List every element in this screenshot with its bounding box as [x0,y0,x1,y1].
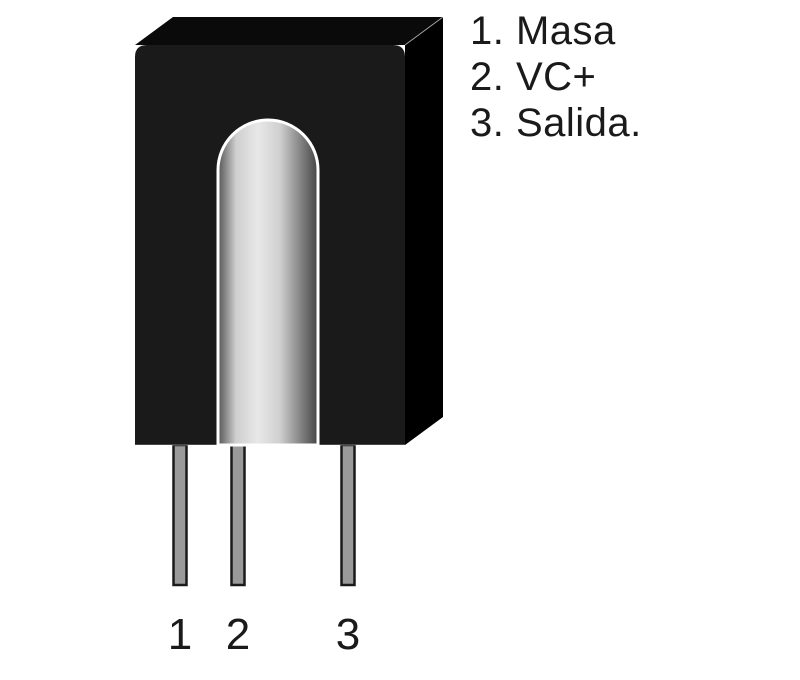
pin-2 [232,445,245,585]
pin-legend: 1. Masa 2. VC+ 3. Salida. [470,8,642,146]
pin-label-1: 1 [168,610,192,660]
pin-3 [342,445,355,585]
legend-num-3: 3. [470,101,504,145]
legend-label-2: VC+ [516,55,596,99]
legend-row-2: 2. VC+ [470,54,642,100]
pin-label-3: 3 [336,610,360,660]
legend-label-1: Masa [516,9,616,53]
legend-num-1: 1. [470,9,504,53]
legend-row-3: 3. Salida. [470,100,642,146]
pin-label-2: 2 [226,610,250,660]
component-drawing [0,0,800,680]
legend-num-2: 2. [470,55,504,99]
legend-label-3: Salida. [516,101,642,145]
pin-1 [174,445,187,585]
diagram-stage: 1. Masa 2. VC+ 3. Salida. 1 2 3 [0,0,800,680]
legend-row-1: 1. Masa [470,8,642,54]
